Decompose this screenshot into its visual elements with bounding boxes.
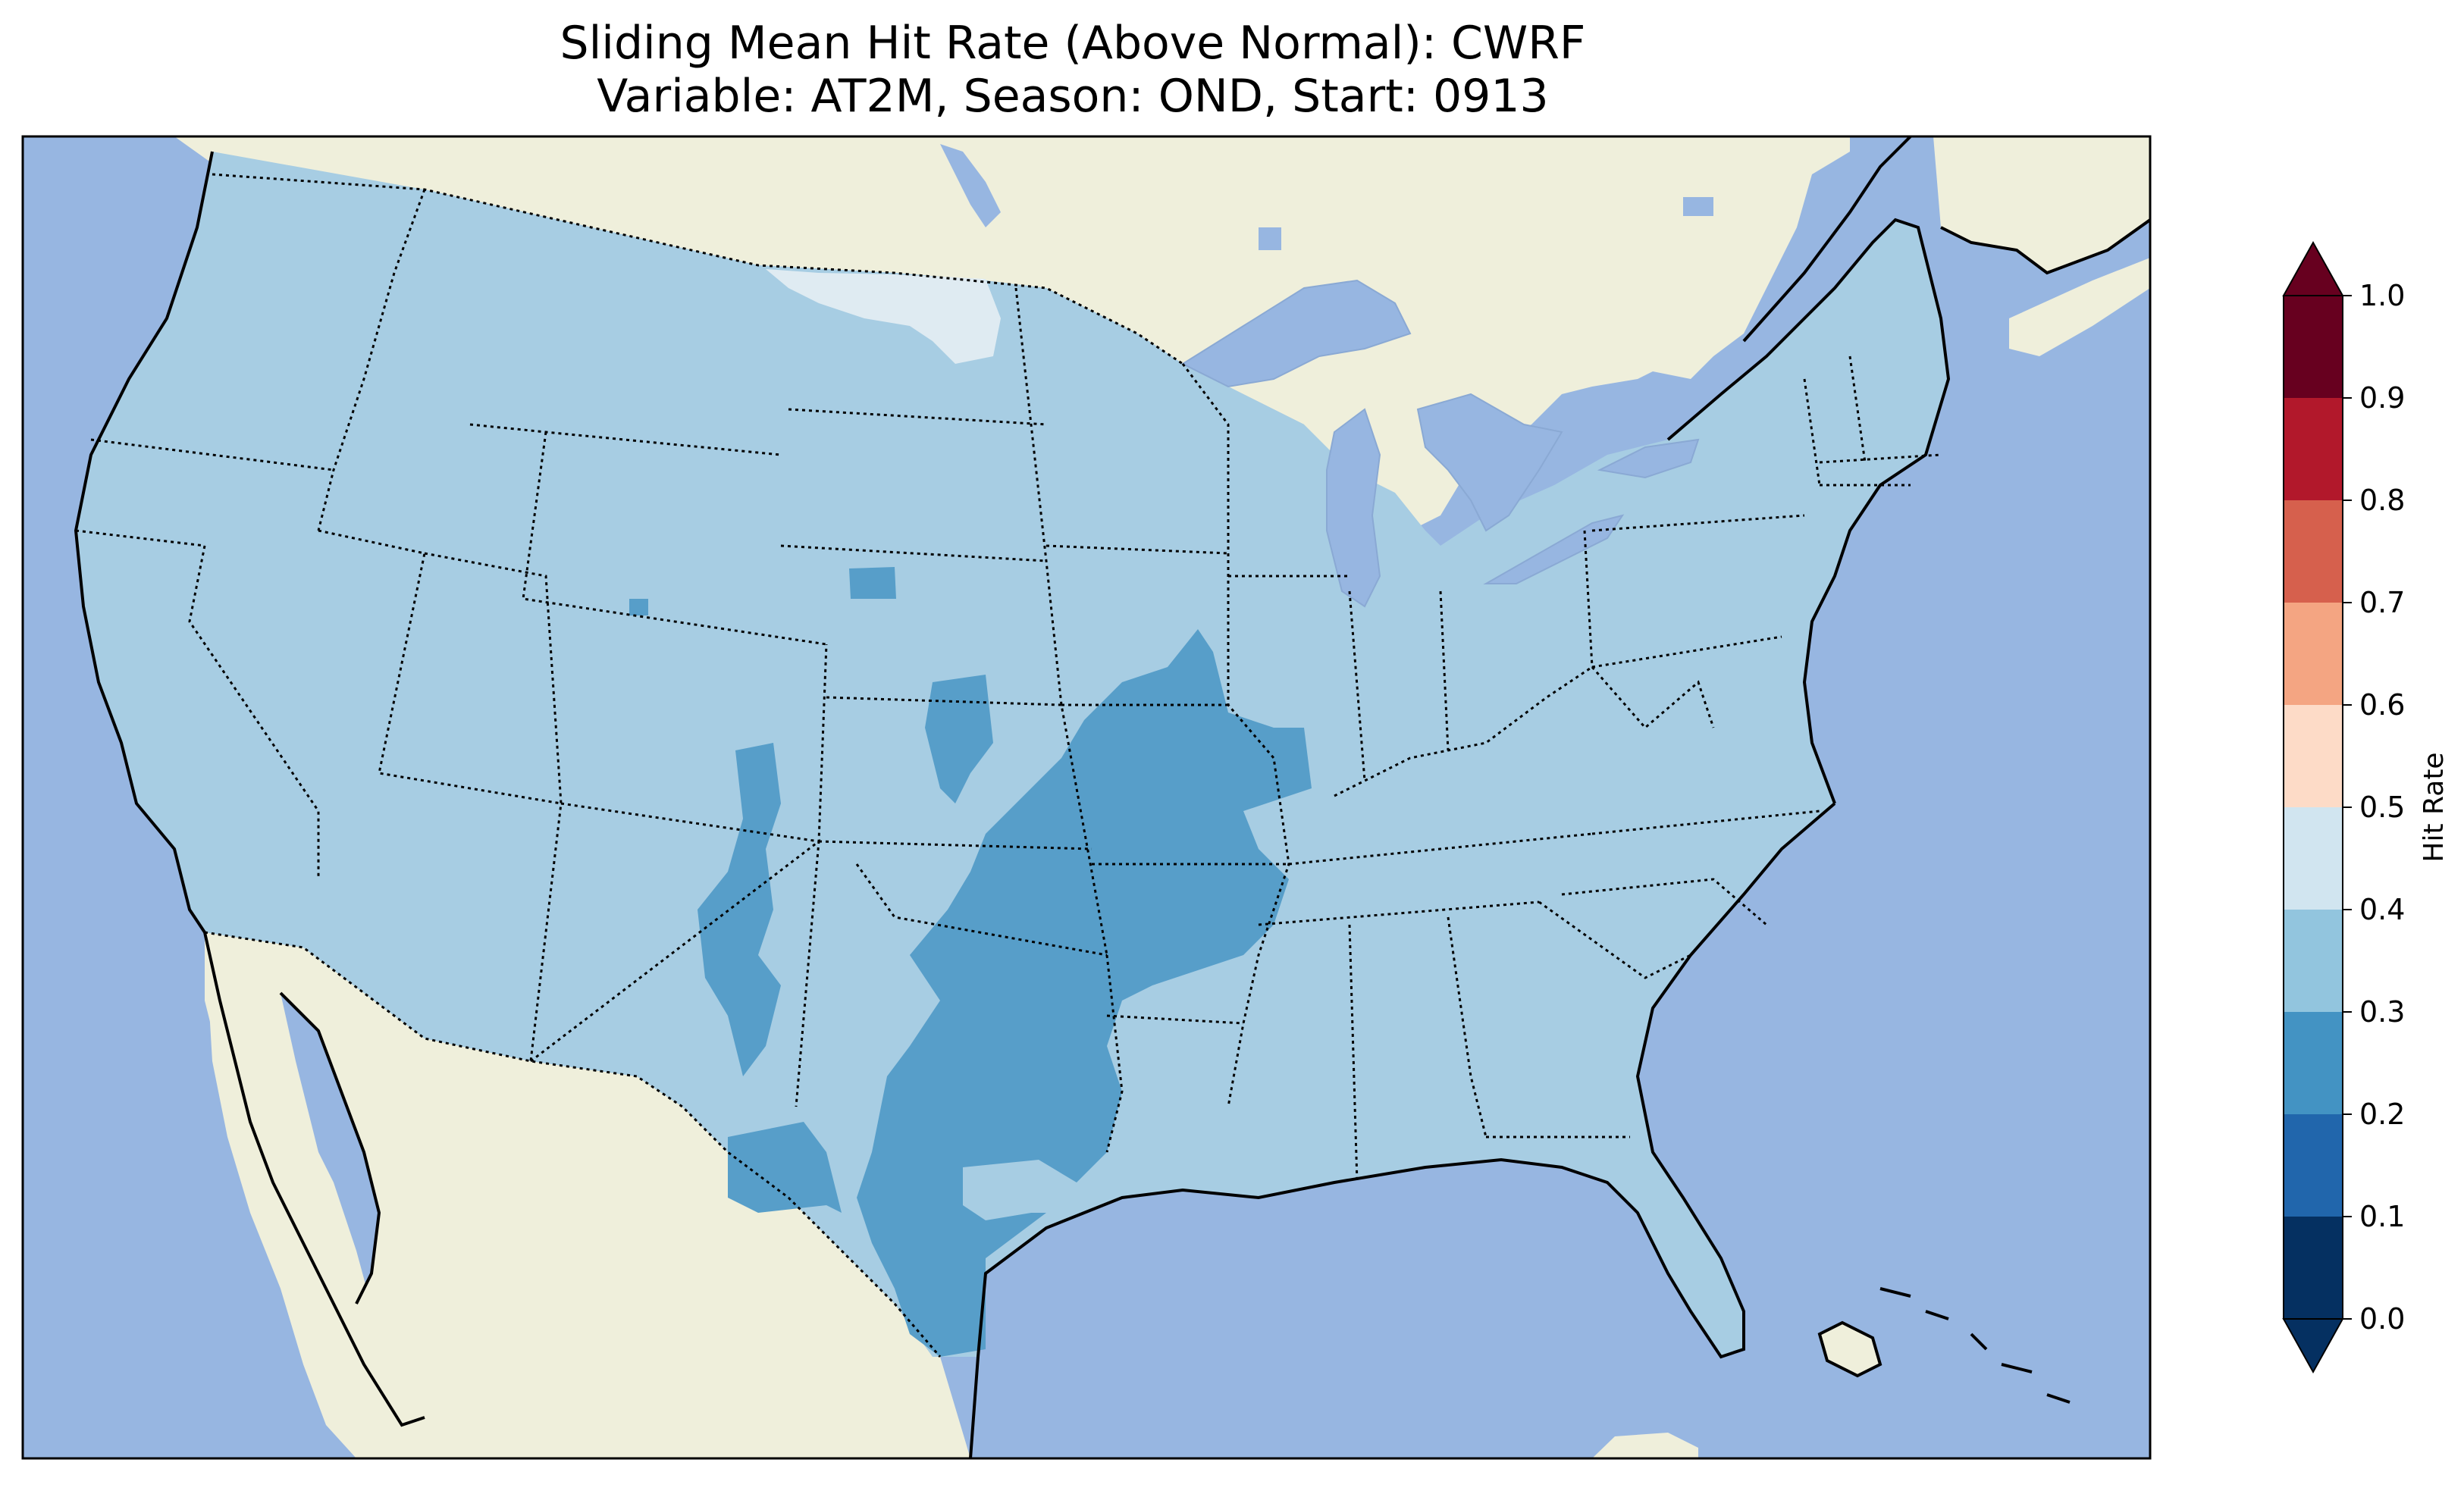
state-boundary-dakotas-mn	[1014, 287, 1108, 956]
state-boundary-nc-sc	[1561, 878, 1767, 926]
west-texas-low-area	[728, 1122, 842, 1213]
state-boundary-ne-ks	[826, 696, 1062, 706]
maritime-land	[1933, 136, 2150, 273]
colorbar-segment	[2284, 398, 2343, 500]
colorbar-tick-label: 0.3	[2359, 995, 2405, 1029]
new-mexico-low-area	[698, 743, 781, 1076]
colorbar-segment	[2284, 1217, 2343, 1319]
colorbar-label: Hit Rate	[2419, 752, 2450, 862]
state-boundary-ohio-river	[1334, 666, 1593, 797]
canadian-lakes	[940, 144, 1713, 250]
colorbar-segment	[2284, 1012, 2343, 1114]
boundaries	[75, 173, 1942, 1358]
colorbar-segment	[2284, 500, 2343, 603]
state-boundary-ny-pa	[1591, 514, 1805, 532]
state-boundary-ms-al	[1348, 924, 1359, 1183]
nova-scotia-land	[2009, 258, 2150, 356]
canada-small-lake	[1683, 197, 1713, 216]
coastlines	[74, 136, 2150, 1458]
colorbar-over-extension	[2282, 240, 2344, 296]
us-mexico-border	[204, 931, 942, 1358]
state-boundary-ky-tn	[1288, 832, 1593, 866]
state-boundary-or-ca	[75, 529, 205, 547]
colorbar-tick-label: 0.7	[2359, 586, 2405, 619]
kansas-low-area	[925, 675, 993, 803]
map-title-line1: Sliding Mean Hit Rate (Above Normal): CW…	[560, 17, 1586, 70]
state-boundary-ar-la	[1106, 1014, 1244, 1025]
wyoming-low-area	[629, 599, 648, 615]
state-boundary-ca-nv	[188, 545, 320, 879]
baja-inner-coast	[279, 991, 381, 1305]
state-boundary-oh-pa	[1583, 530, 1594, 668]
state-boundary-ut-co	[424, 552, 563, 1062]
state-boundary-wy-co	[522, 431, 827, 646]
gulf-coast	[969, 802, 1836, 1458]
hit-rate-020-030-areas	[629, 567, 1312, 1357]
colorbar-segment	[2284, 807, 2343, 910]
state-boundary-mississippi-river	[1181, 363, 1290, 1107]
lake-winnipeg	[940, 144, 1001, 227]
state-boundary-la-tx	[1105, 954, 1124, 1153]
us-canada-border	[212, 173, 1183, 365]
mexico-south-land	[1592, 1433, 1698, 1458]
lake-erie	[1483, 514, 1625, 584]
bahamas-coast	[1879, 1287, 2071, 1404]
colorbar-segment	[2284, 910, 2343, 1012]
map-panel	[23, 136, 2150, 1458]
colorbar-tick-label: 1.0	[2359, 279, 2405, 312]
colorbar-tick-label: 0.6	[2359, 688, 2405, 722]
colorbar-tick-label: 0.1	[2359, 1200, 2405, 1233]
state-boundary-tn-south	[1258, 900, 1540, 926]
mexico-land	[205, 932, 970, 1458]
north-dakota-high-area	[766, 269, 1001, 364]
colorbar-tick-label: 0.4	[2359, 893, 2405, 926]
maritime-coast	[1940, 218, 2150, 275]
baja-peninsula	[205, 932, 425, 1425]
colorbar-tick-label: 0.5	[2359, 791, 2405, 824]
state-boundary-ks-ok	[818, 840, 1092, 850]
nebraska-low-area	[849, 567, 896, 599]
state-boundary-mn-ia	[1045, 544, 1229, 555]
colorbar-tick-label: 0.0	[2359, 1302, 2405, 1336]
colorbar-segment	[2284, 603, 2343, 705]
colorbar-tick-label: 0.2	[2359, 1098, 2405, 1131]
map-frame	[21, 135, 2152, 1460]
state-boundary-il-in	[1348, 590, 1366, 781]
colorbar-segment	[2284, 705, 2343, 807]
colorbar-tick-label: 0.8	[2359, 484, 2405, 517]
lake-michigan	[1326, 408, 1381, 608]
lake-huron	[1416, 393, 1563, 532]
state-boundary-md-pa	[1591, 635, 1782, 669]
map-title-line2: Variable: AT2M, Season: OND, Start: 0913	[597, 70, 1549, 123]
colorbar-under-extension	[2282, 1318, 2344, 1374]
state-boundary-ga-sc	[1538, 900, 1691, 979]
east-coast	[1666, 218, 1951, 804]
west-coast	[74, 151, 425, 1427]
colorbar: 0.0 0.1 0.2 0.3 0.4 0.5 0.6 0.7 0.8 0.9 1.0 Hit Rat…	[2282, 240, 2450, 1374]
state-boundary-nd-sd	[788, 408, 1047, 426]
colorbar-segment	[2284, 1114, 2343, 1217]
state-boundary-nv-ut-az	[318, 529, 562, 805]
lake-superior	[1180, 279, 1412, 388]
colorbar-tick-label: 0.9	[2359, 381, 2405, 415]
texas-inner-light-area	[963, 1160, 1077, 1220]
state-boundary-id	[317, 189, 426, 531]
state-boundary-ok-tx	[855, 863, 1108, 957]
st-lawrence-coast	[1742, 136, 1912, 343]
colorbar-segment	[2284, 296, 2343, 398]
lake-nipigon	[1259, 227, 1281, 250]
lake-ontario	[1597, 438, 1700, 479]
great-lakes	[1180, 279, 1700, 608]
cuba-coast	[1817, 1320, 1882, 1378]
gulf-of-california	[281, 993, 379, 1304]
cuba-land	[1820, 1323, 1880, 1376]
